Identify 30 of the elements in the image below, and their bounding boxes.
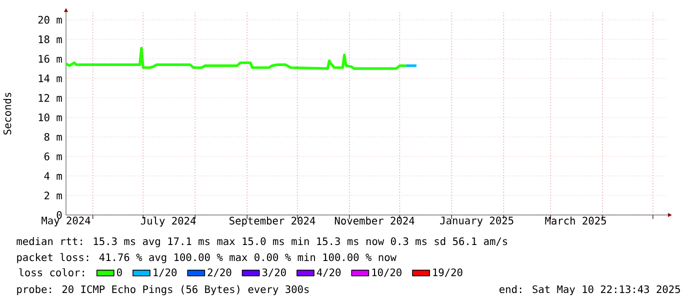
text: packet loss: 41.76 % avg 100.00 % max 0.00 % min 100.00 % now (17, 253, 397, 264)
legend-label: 3/20 (262, 268, 286, 278)
y-tick-label: 20 m (38, 16, 62, 24)
x-tick-label: March 2025 (545, 216, 606, 225)
legend-label: 10/20 (372, 268, 402, 278)
x-tick-label: January 2025 (440, 216, 514, 226)
y-tick-label: 8 m (44, 133, 62, 141)
y-tick-label: 0 (56, 211, 62, 219)
y-tick-label: 16 m (38, 54, 62, 63)
text: probe: 20 ICMP Echo Pings (56 Bytes) every 300s (17, 285, 309, 296)
y-tick-label: 6 m (44, 152, 62, 160)
y-tick-label: 4 m (44, 172, 62, 180)
y-tick-label: 2 m (44, 192, 62, 200)
y-axis-title: Seconds (3, 92, 12, 134)
x-tick-label: July 2024 (140, 216, 196, 227)
y-tick-label: 12 m (38, 94, 62, 102)
x-tick-label: November 2024 (334, 216, 414, 225)
legend-label: 2/20 (208, 268, 232, 278)
y-tick-label: 18 m (38, 35, 62, 44)
legend-label: 19/20 (433, 268, 462, 278)
legend-label: 4/20 (316, 268, 341, 278)
legend-label: 0 (117, 268, 122, 276)
x-tick-label: September 2024 (230, 216, 316, 227)
y-tick-label: 14 m (38, 74, 62, 82)
legend-label: 1/20 (154, 268, 177, 278)
legend-title: loss color: (19, 268, 84, 276)
line-series (66, 46, 408, 70)
text: end: Sat May 10 22:13:43 2025 (500, 285, 680, 296)
text: median rtt: 15.3 ms avg 17.1 ms max 15.0 ms min 15.3 ms now 0.3 ms sd 56.1 am/s (16, 237, 508, 248)
y-tick-label: 10 m (38, 113, 62, 122)
